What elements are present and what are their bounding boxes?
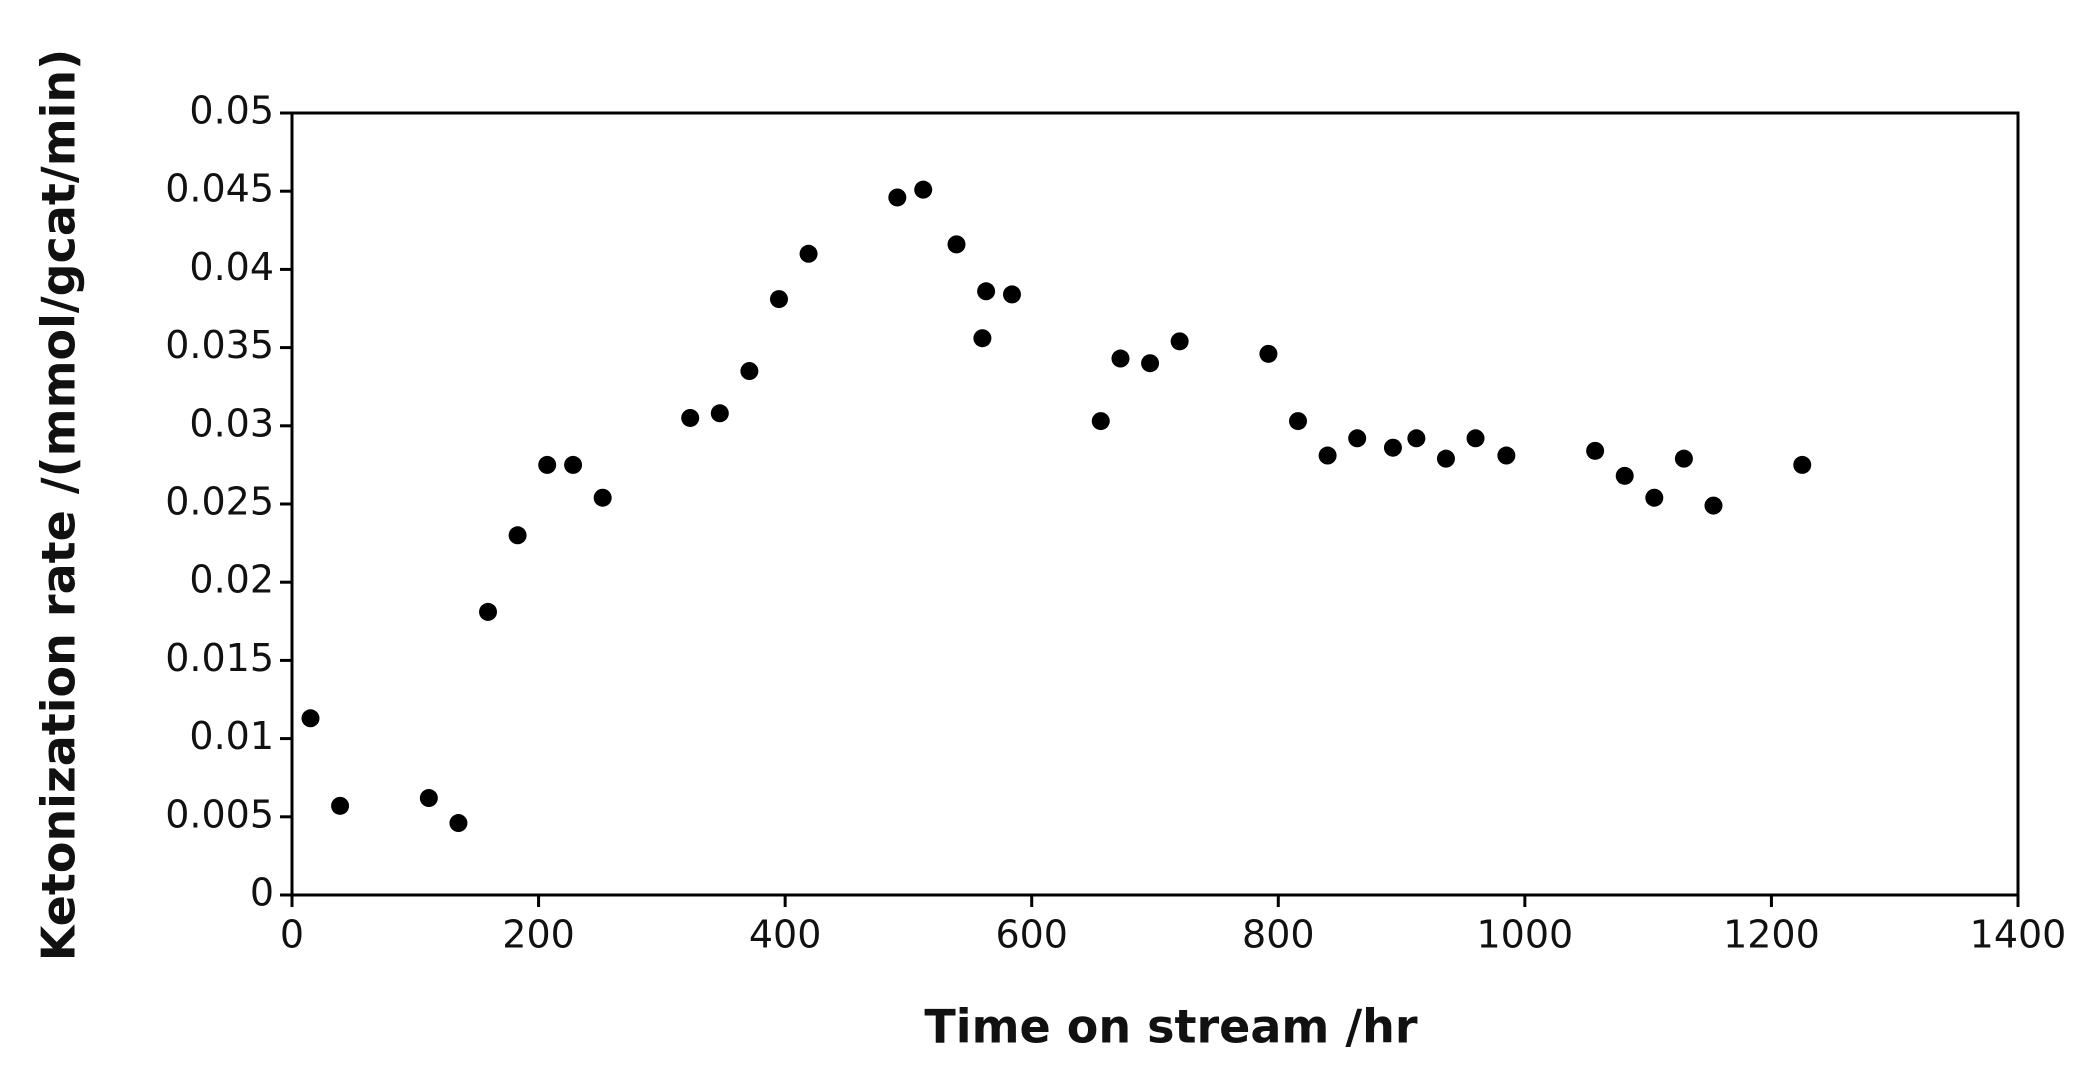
y-tick-label: 0.035 <box>165 323 274 367</box>
y-tick-label: 0.005 <box>165 792 274 836</box>
data-point <box>973 329 992 348</box>
data-point <box>1170 332 1189 351</box>
data-point <box>1497 446 1516 465</box>
data-point <box>1586 441 1605 460</box>
y-tick-label: 0.045 <box>165 167 274 211</box>
data-point <box>301 709 320 728</box>
x-axis-title: Time on stream /hr <box>924 1000 1417 1054</box>
data-point <box>1259 344 1278 363</box>
data-point <box>564 455 583 474</box>
data-point <box>419 789 438 808</box>
x-tick-label: 600 <box>995 913 1068 957</box>
plot-frame <box>290 111 2020 897</box>
data-point <box>593 488 612 507</box>
data-point <box>1704 496 1723 515</box>
data-point <box>1091 412 1110 431</box>
x-tick-label: 1000 <box>1476 913 1573 957</box>
data-point <box>1436 449 1455 468</box>
data-point <box>710 404 729 423</box>
data-point <box>1289 412 1308 431</box>
data-point <box>449 814 468 833</box>
data-point <box>1002 285 1021 304</box>
data-point <box>914 180 933 199</box>
data-point <box>947 235 966 254</box>
data-point <box>1645 488 1664 507</box>
y-tick-label: 0.04 <box>189 245 274 289</box>
data-point <box>1318 446 1337 465</box>
x-tick-label: 400 <box>749 913 822 957</box>
data-point <box>538 455 557 474</box>
data-point <box>1674 449 1693 468</box>
data-point <box>1407 429 1426 448</box>
data-point <box>508 526 527 545</box>
y-tick-label: 0.015 <box>165 636 274 680</box>
y-tick-label: 0.05 <box>189 89 274 133</box>
data-point <box>977 282 996 301</box>
data-point <box>1615 466 1634 485</box>
data-point <box>1111 349 1130 368</box>
data-point <box>799 244 818 263</box>
y-axis-title: Ketonization rate /(mmol/gcat/min) <box>32 49 86 961</box>
y-tick-label: 0 <box>250 871 274 915</box>
y-tick-label: 0.025 <box>165 480 274 524</box>
y-tick-label: 0.02 <box>189 558 274 602</box>
x-tick-label: 1200 <box>1723 913 1820 957</box>
data-point <box>1348 429 1367 448</box>
data-point <box>1383 438 1402 457</box>
data-point <box>888 188 907 207</box>
x-tick-label: 1400 <box>1970 913 2067 957</box>
x-tick-label: 0 <box>280 913 304 957</box>
data-point <box>740 362 759 381</box>
y-tick-label: 0.03 <box>189 401 274 445</box>
data-point <box>681 408 700 427</box>
data-point <box>1793 455 1812 474</box>
data-point <box>1141 354 1160 373</box>
data-point <box>1466 429 1485 448</box>
x-tick-label: 800 <box>1242 913 1315 957</box>
data-point <box>479 602 498 621</box>
x-tick-label: 200 <box>502 913 575 957</box>
data-point <box>331 796 350 815</box>
y-tick-label: 0.01 <box>189 714 274 758</box>
data-point <box>769 290 788 309</box>
